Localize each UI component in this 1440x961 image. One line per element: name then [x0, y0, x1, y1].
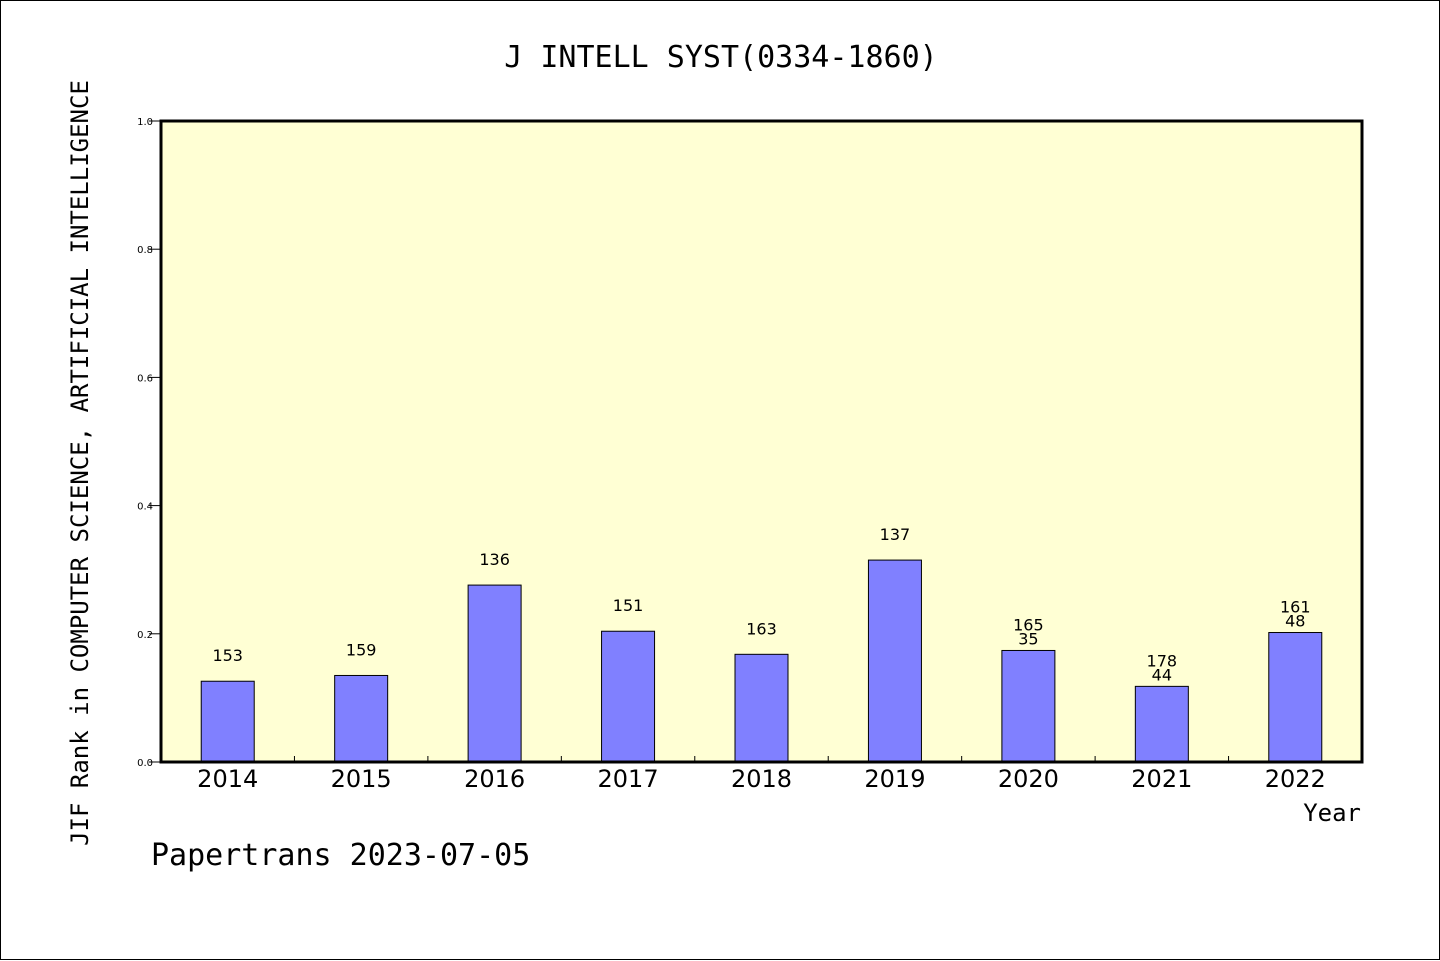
data-label-top: 165	[1013, 615, 1044, 634]
x-axis-label: Year	[1303, 799, 1361, 827]
data-label-top: 161	[1280, 598, 1311, 617]
x-tick-label: 2017	[598, 765, 659, 793]
bar-2019	[867, 559, 922, 763]
data-label-bottom: 48	[1285, 612, 1305, 631]
y-tick-label: 0.6	[137, 373, 153, 384]
data-label-top: 159	[346, 640, 377, 659]
x-tick-label: 2022	[1265, 765, 1326, 793]
x-tick-label: 2014	[197, 765, 258, 793]
data-label-bottom: 35	[1018, 629, 1038, 648]
data-label-bottom: 44	[1152, 665, 1172, 684]
x-tick-label: 2020	[998, 765, 1059, 793]
bar-2015	[334, 674, 389, 763]
y-tick-label: 0.0	[137, 758, 153, 769]
data-label-top: 163	[746, 619, 777, 638]
plot-border	[159, 119, 1364, 764]
x-tick-label: 2021	[1131, 765, 1192, 793]
x-tick-label: 2015	[331, 765, 392, 793]
chart-title: J INTELL SYST(0334-1860)	[504, 40, 937, 75]
y-tick-label: 0.8	[137, 245, 153, 256]
bar-2022	[1268, 632, 1323, 763]
bar-2018	[734, 653, 789, 763]
bar-2020	[1001, 649, 1056, 763]
footer-text: Papertrans 2023-07-05	[151, 838, 530, 873]
data-label-top: 136	[479, 550, 510, 569]
x-tick-label: 2016	[464, 765, 525, 793]
bar-2021	[1134, 685, 1189, 763]
bar-2014	[200, 680, 255, 763]
data-label-top: 151	[613, 596, 644, 615]
x-tick-label: 2018	[731, 765, 792, 793]
y-tick-label: 0.2	[137, 630, 153, 641]
y-tick-label: 0.4	[137, 502, 153, 513]
data-label-top: 137	[880, 525, 911, 544]
bar-2017	[601, 630, 656, 763]
y-axis-label: JIF Rank in COMPUTER SCIENCE, ARTIFICIAL…	[66, 80, 94, 846]
x-tick-label: 2019	[864, 765, 925, 793]
data-label-top: 153	[212, 646, 243, 665]
bar-2016	[467, 584, 522, 763]
data-label-top: 178	[1147, 651, 1178, 670]
y-tick-label: 1.0	[137, 117, 153, 128]
